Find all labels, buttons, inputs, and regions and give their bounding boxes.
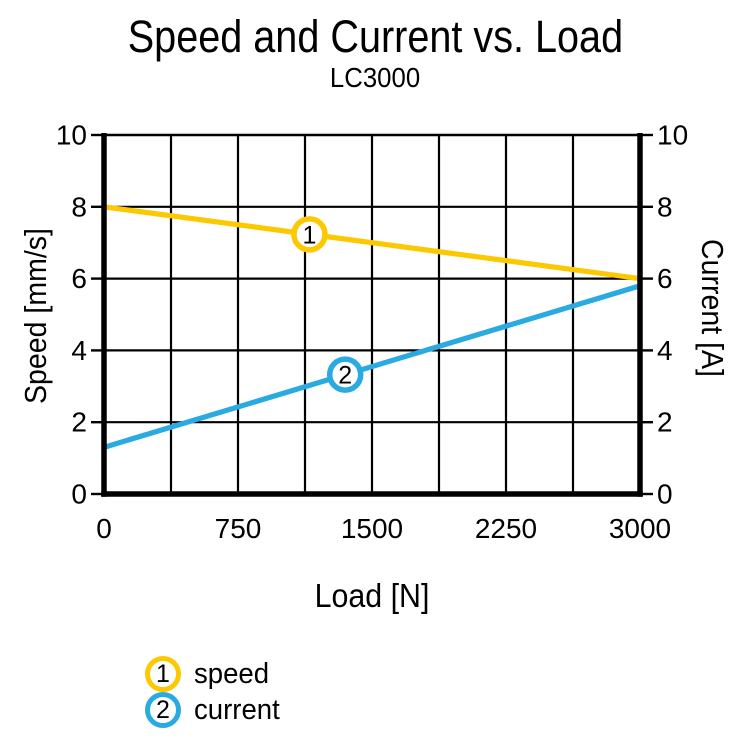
y-tick-label-left: 4	[71, 335, 87, 366]
y-tick-label-left: 6	[71, 263, 87, 294]
chart-title-text: Speed and Current vs. Load	[127, 11, 623, 62]
legend-marker-1-number: 1	[156, 659, 170, 688]
series-line-current	[103, 283, 641, 450]
series-line-speed	[103, 204, 641, 282]
y-tick-label-right: 2	[657, 407, 673, 438]
x-tick-label: 750	[215, 513, 262, 544]
x-tick-label: 1500	[341, 513, 403, 544]
legend-marker-2-icon: 2	[145, 692, 181, 728]
y-tick-label-right: 10	[657, 120, 688, 151]
legend-label-current: current	[194, 693, 280, 726]
series-marker-1-icon	[291, 216, 328, 253]
x-tick-label: 0	[96, 513, 112, 544]
chart-title: Speed and Current vs. Load	[0, 12, 750, 62]
y-tick-label-right: 4	[657, 335, 673, 366]
y-tick-label-left: 0	[71, 479, 87, 510]
y-tick-label-left: 2	[71, 407, 87, 438]
legend-marker-2-number: 2	[156, 695, 170, 724]
y-axis-title-left: Speed [mm/s]	[18, 228, 53, 404]
y-tick-label-right: 6	[657, 263, 673, 294]
series-marker-number: 1	[303, 221, 317, 249]
x-tick-label: 2250	[475, 513, 537, 544]
y-tick-label-left: 8	[71, 191, 87, 222]
legend-label-speed: speed	[194, 657, 270, 690]
y-axis-title-right: Current [A]	[695, 239, 730, 377]
chart-subtitle-text: LC3000	[329, 62, 421, 93]
legend-item-current: 2 current	[145, 692, 284, 728]
legend-marker-1-icon: 1	[145, 656, 181, 692]
y-tick-label-left: 10	[56, 120, 87, 151]
series-marker-2-icon	[326, 356, 364, 393]
y-tick-label-right: 8	[657, 191, 673, 222]
chart-subtitle: LC3000	[0, 62, 750, 94]
series-marker-number: 2	[338, 362, 352, 390]
x-axis-title: Load [N]	[314, 577, 430, 614]
legend-item-speed: 1 speed	[145, 656, 284, 692]
legend: 1 speed 2 current	[145, 656, 284, 728]
y-tick-label-right: 0	[657, 479, 673, 510]
x-tick-label: 3000	[609, 513, 671, 544]
